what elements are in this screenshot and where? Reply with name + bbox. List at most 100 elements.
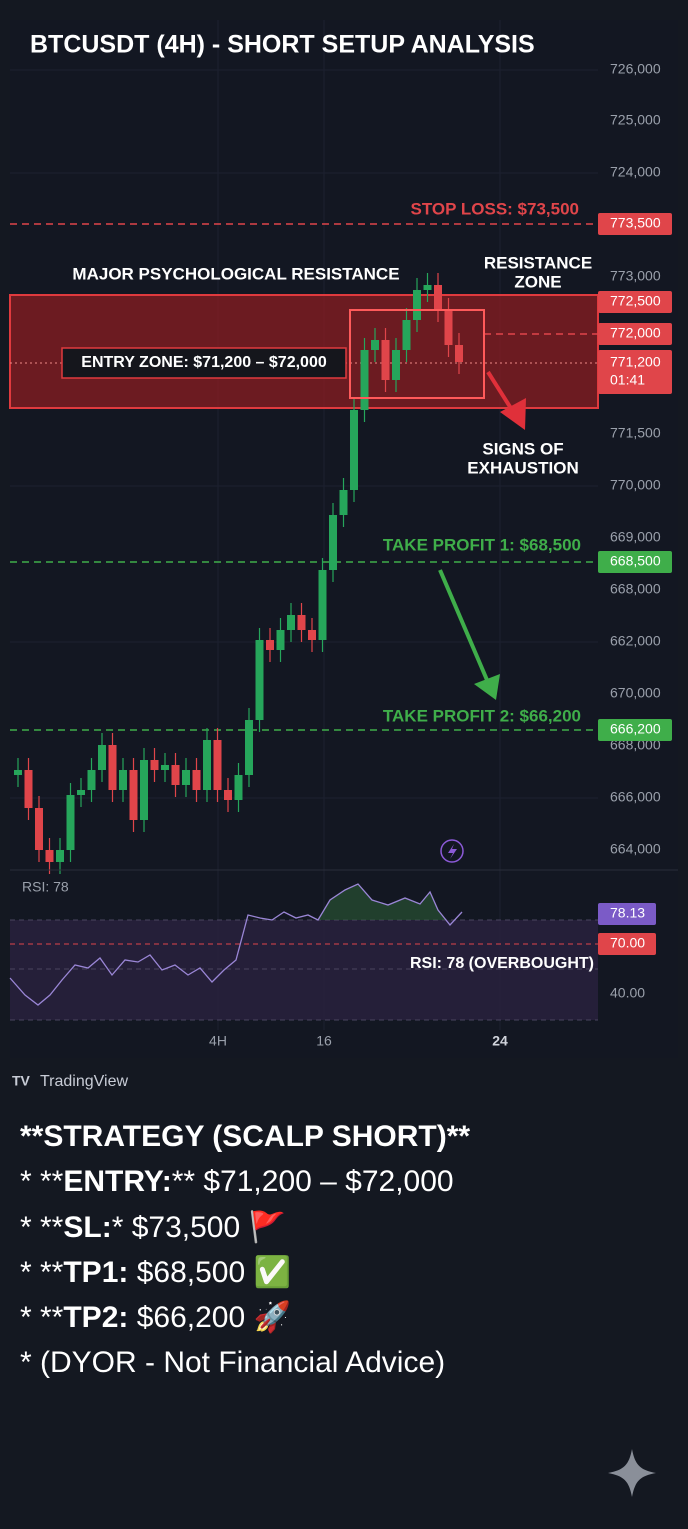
- price-tag: [598, 719, 672, 741]
- candle-body: [402, 320, 411, 350]
- price-label: 726,000: [610, 61, 661, 77]
- price-label: 669,000: [610, 529, 661, 545]
- stop-loss-label: STOP LOSS: $73,500: [410, 199, 579, 218]
- candle-body: [308, 630, 316, 640]
- chart-bg: [10, 20, 678, 1058]
- rsi-level: 70.00: [610, 935, 645, 951]
- candle-body: [255, 640, 264, 720]
- exhaustion-label: EXHAUSTION: [467, 458, 578, 477]
- resistance-label: MAJOR PSYCHOLOGICAL RESISTANCE: [72, 264, 399, 283]
- rsi-value-tag: [598, 903, 656, 925]
- candle-body: [24, 770, 33, 808]
- candle-body: [119, 770, 127, 790]
- price-label: 662,000: [610, 633, 661, 649]
- zone-label: RESISTANCE: [484, 253, 592, 272]
- candle-body: [339, 490, 348, 515]
- candle-body: [350, 410, 358, 490]
- candle-body: [192, 770, 201, 790]
- price-tag-text: 772,000: [610, 325, 661, 341]
- candle-body: [161, 765, 169, 770]
- candle-body: [234, 775, 243, 800]
- price-tag: [598, 213, 672, 235]
- time-label: 4H: [209, 1033, 227, 1049]
- candle-body: [423, 285, 432, 290]
- candle-body: [129, 770, 138, 820]
- candle-body: [444, 310, 453, 345]
- price-tag-text: 666,200: [610, 721, 661, 737]
- candle-body: [266, 640, 274, 650]
- strategy-text: * (DYOR - Not Financial Advice): [20, 1346, 446, 1380]
- title: BTCUSDT (4H) - SHORT SETUP ANALYSIS: [30, 31, 535, 59]
- candle-body: [98, 745, 106, 770]
- price-tag: [598, 350, 672, 394]
- price-tag-text: 668,500: [610, 553, 661, 569]
- strategy: **STRATEGY (SCALP SHORT)** * **ENTRY:** …: [20, 1114, 470, 1386]
- strategy-text: ENTRY:: [63, 1165, 172, 1199]
- candle-body: [455, 345, 463, 362]
- rsi-note: RSI: 78 (OVERBOUGHT): [410, 955, 594, 972]
- candle-body: [140, 760, 148, 820]
- candle-body: [35, 808, 43, 850]
- candle-body: [14, 770, 22, 775]
- grid: [10, 20, 598, 1030]
- brand-logo: TV: [12, 1073, 31, 1089]
- entry-box: [61, 347, 347, 379]
- chart: ENTRY ZONE: $71,200 – $72,000 BTCUSDT (4…: [9, 20, 678, 1090]
- rsi-line: [9, 883, 463, 1006]
- candle-body: [108, 745, 117, 790]
- candle-body: [77, 790, 85, 795]
- candle-body: [381, 340, 390, 380]
- candle-body: [245, 720, 253, 775]
- price-label: 668,000: [610, 581, 661, 597]
- strategy-text: ** $71,200 – $72,000: [171, 1165, 454, 1199]
- tp1-label: TAKE PROFIT 1: $68,500: [383, 535, 581, 554]
- price-label: 773,000: [610, 268, 661, 284]
- strategy-text: $68,500 ✅: [128, 1255, 291, 1289]
- candle-body: [360, 350, 369, 410]
- candle-body: [434, 285, 442, 310]
- price-tag: [598, 291, 672, 313]
- candle-body: [297, 615, 306, 630]
- strategy-heading: **STRATEGY (SCALP SHORT)**: [20, 1120, 471, 1153]
- exhaustion-label: SIGNS OF: [482, 439, 563, 458]
- strategy-line: * (DYOR - Not Financial Advice): [20, 1340, 470, 1385]
- time-label: 24: [492, 1033, 508, 1049]
- candle-body: [66, 795, 75, 850]
- candle-body: [182, 770, 190, 785]
- time-label: 16: [316, 1033, 332, 1049]
- strategy-text: TP1:: [63, 1255, 129, 1289]
- candle-body: [318, 570, 327, 640]
- rsi-levels: [10, 919, 598, 1021]
- zone-label: ZONE: [514, 272, 561, 291]
- price-label: 666,000: [610, 789, 661, 805]
- price-label: 725,000: [610, 112, 661, 128]
- candle-body: [276, 630, 285, 650]
- candle-body: [45, 850, 54, 862]
- price-tag: [598, 551, 672, 573]
- candle-body: [371, 340, 379, 350]
- rsi-level-tag: [598, 933, 656, 955]
- strategy-text: * **: [20, 1210, 64, 1244]
- candle-body: [150, 760, 159, 770]
- exhaustion-box: [349, 309, 485, 399]
- candle-body: [171, 765, 180, 785]
- price-tag-text: 773,500: [610, 215, 661, 231]
- rsi-value: 78.13: [610, 905, 645, 921]
- strategy-text: * **: [20, 1255, 64, 1289]
- price-label: 724,000: [610, 164, 661, 180]
- candle-body: [56, 850, 64, 862]
- candle-body: [87, 770, 96, 790]
- candle-body: [287, 615, 295, 630]
- red-arrow: [486, 370, 526, 430]
- strategy-line: * **ENTRY:** $71,200 – $72,000: [20, 1159, 470, 1204]
- flash-icon: [440, 839, 464, 863]
- brand: TradingView: [40, 1073, 128, 1090]
- strategy-line: * **TP2: $66,200 🚀: [20, 1295, 470, 1340]
- strategy-text: $66,200 🚀: [128, 1301, 291, 1335]
- price-label: 770,000: [610, 477, 661, 493]
- rsi-label: RSI: 78: [22, 879, 69, 895]
- rsi-axis-label: 40.00: [610, 985, 645, 1001]
- countdown: 01:41: [610, 372, 645, 388]
- candle-body: [329, 515, 337, 570]
